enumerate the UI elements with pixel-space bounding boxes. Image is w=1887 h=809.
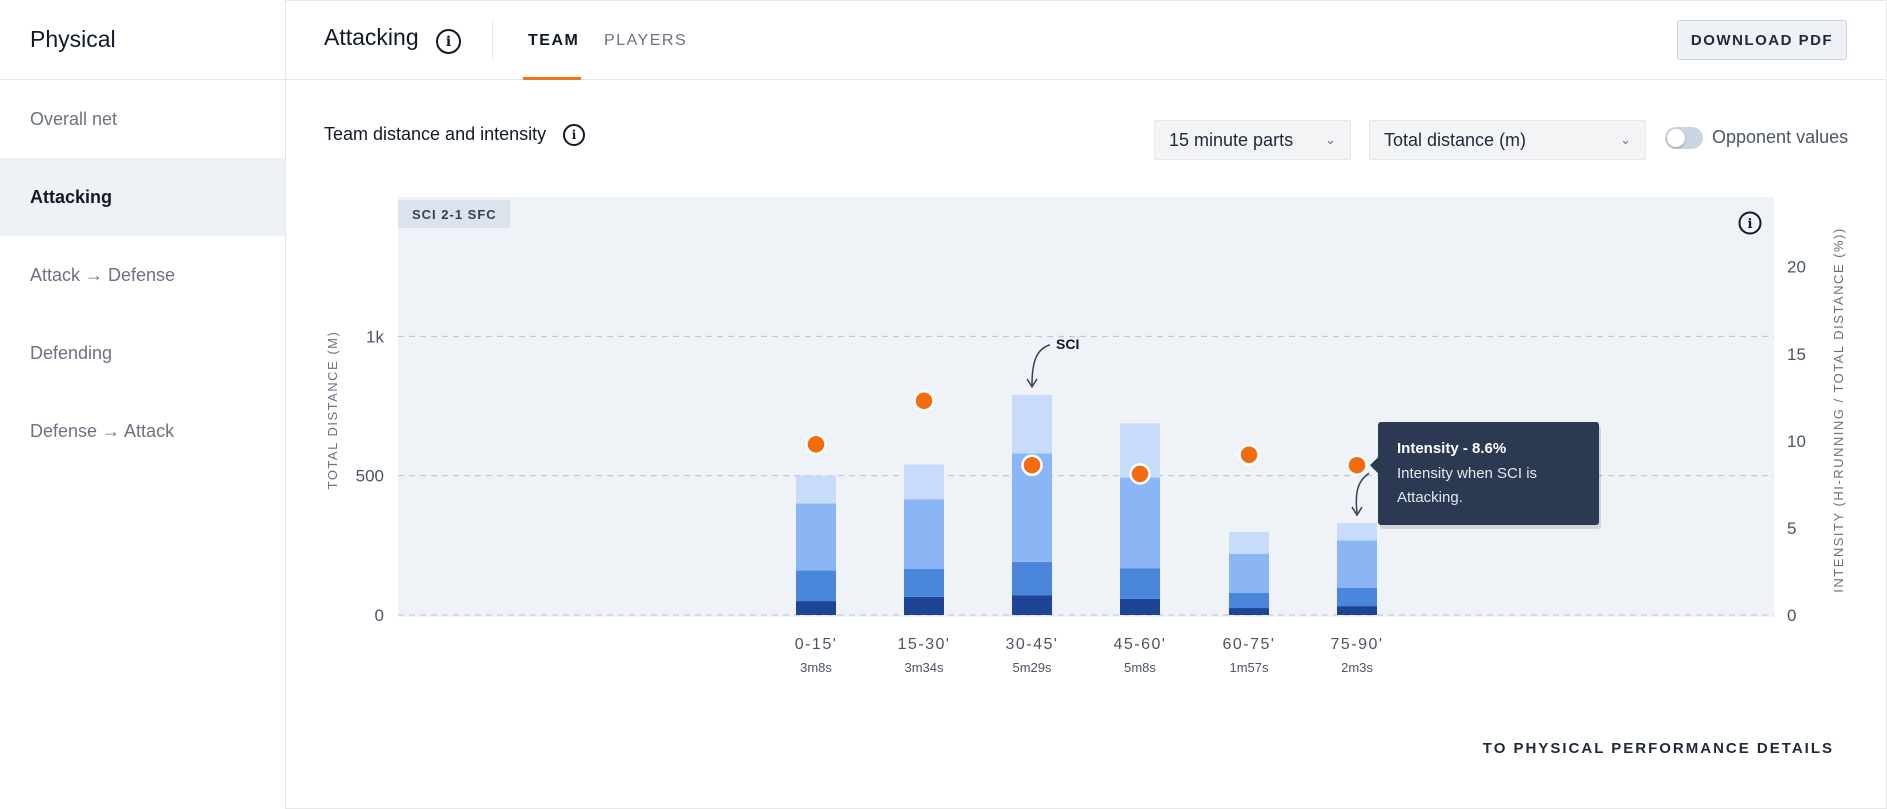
y-tick-label: 500: [356, 467, 384, 486]
sidebar-item-attack-defense[interactable]: Attack → Defense: [30, 264, 176, 285]
chart-plot-area: [398, 197, 1774, 617]
y2-axis-label: INTENSITY (HI-RUNNING / TOTAL DISTANCE (…: [1831, 227, 1846, 592]
y2-tick-label: 15: [1787, 345, 1806, 364]
tooltip-box: [1378, 422, 1599, 525]
duration-label: 3m34s: [904, 660, 944, 675]
duration-label: 5m29s: [1012, 660, 1052, 675]
page-title: Attacking: [324, 24, 419, 50]
chart-info-icon[interactable]: i: [1738, 211, 1762, 235]
duration-label: 1m57s: [1229, 660, 1269, 675]
time-parts-value: 15 minute parts: [1169, 129, 1294, 150]
chevron-down-icon: ⌄: [1620, 132, 1631, 147]
y-tick-label: 0: [375, 606, 384, 625]
tooltip-pointer-arrow: [1355, 472, 1370, 514]
sidebar-item-attacking[interactable]: Attacking: [0, 158, 285, 236]
opponent-values-label: Opponent values: [1712, 127, 1849, 147]
annotation-arrowhead: [1026, 378, 1038, 389]
tooltip-title: Intensity - 8.6%: [1397, 440, 1506, 457]
intensity-point[interactable]: [1346, 454, 1368, 476]
active-tab-indicator: [523, 77, 581, 80]
metric-value: Total distance (m): [1384, 129, 1527, 150]
time-parts-select[interactable]: 15 minute parts ⌄: [1154, 120, 1351, 160]
chevron-down-icon: ⌄: [1325, 132, 1336, 147]
panel-info-icon[interactable]: i: [563, 124, 585, 146]
bar-segment: [1012, 595, 1052, 615]
bar-segment: [1120, 598, 1160, 615]
match-badge-text: SCI 2-1 SFC: [412, 207, 497, 222]
sidebar: Physical Overall net Attacking Attack → …: [0, 0, 286, 809]
opponent-values-toggle[interactable]: [1665, 127, 1703, 149]
y2-tick-label: 10: [1787, 432, 1806, 451]
annotation-label: SCI: [1056, 336, 1079, 352]
y-tick-label: 1k: [366, 327, 384, 346]
bar-segment: [1120, 568, 1160, 599]
y2-tick-label: 0: [1787, 606, 1796, 625]
annotation-arrow: [1031, 344, 1051, 385]
bar-segment: [796, 601, 836, 615]
info-icon[interactable]: i: [436, 29, 461, 54]
bar-segment: [1337, 587, 1377, 607]
y2-tick-label: 20: [1787, 258, 1806, 277]
tooltip-body-line: Intensity when SCI is: [1397, 465, 1537, 482]
x-tick-label: 45-60': [1114, 636, 1167, 653]
duration-label: 2m3s: [1341, 660, 1373, 675]
intensity-point[interactable]: [913, 390, 935, 412]
bar-segment: [1012, 562, 1052, 596]
bar-segment: [1229, 553, 1269, 593]
x-tick-label: 75-90': [1331, 636, 1384, 653]
physical-details-link[interactable]: TO PHYSICAL PERFORMANCE DETAILS: [1482, 740, 1834, 757]
sidebar-item-defending[interactable]: Defending: [30, 342, 113, 363]
sidebar-title: Physical: [0, 0, 285, 80]
bar-segment: [904, 596, 944, 615]
x-tick-label: 30-45': [1006, 636, 1059, 653]
sidebar-item-overall-net[interactable]: Overall net: [30, 108, 118, 129]
header-divider: [492, 20, 493, 60]
sidebar-item-defense-attack[interactable]: Defense → Attack: [30, 420, 175, 441]
x-tick-label: 60-75': [1223, 636, 1276, 653]
bar-segment: [904, 464, 944, 500]
duration-label: 3m8s: [800, 660, 832, 675]
intensity-point[interactable]: [805, 433, 827, 456]
intensity-point[interactable]: [1021, 454, 1043, 476]
intensity-point[interactable]: [1129, 463, 1151, 485]
bar-segment: [796, 503, 836, 571]
svg-text:i: i: [1748, 217, 1753, 232]
tooltip-pointer-arrowhead: [1351, 506, 1363, 517]
bar-segment: [1229, 531, 1269, 554]
tooltip-caret: [1370, 457, 1378, 474]
bar-segment: [1120, 477, 1160, 569]
tab-players[interactable]: PLAYERS: [604, 32, 688, 49]
y2-tick-label: 5: [1787, 519, 1796, 538]
bar-segment: [1337, 606, 1377, 615]
panel-title: Team distance and intensity: [324, 124, 547, 144]
bar-segment: [1012, 394, 1052, 454]
bar-segment: [1229, 608, 1269, 615]
tooltip-body-line: Attacking.: [1397, 489, 1463, 506]
y-axis-label: TOTAL DISTANCE (M): [325, 331, 340, 490]
intensity-point[interactable]: [1238, 444, 1260, 466]
x-tick-label: 15-30': [898, 636, 951, 653]
bar-segment: [1337, 540, 1377, 588]
tab-team[interactable]: TEAM: [528, 32, 580, 49]
bar-segment: [904, 569, 944, 597]
match-badge: [398, 200, 510, 228]
bar-segment: [796, 475, 836, 504]
bar-segment: [1229, 592, 1269, 609]
duration-label: 5m8s: [1124, 660, 1156, 675]
bar-segment: [1337, 523, 1377, 541]
download-pdf-button[interactable]: DOWNLOAD PDF: [1677, 20, 1847, 60]
metric-select[interactable]: Total distance (m) ⌄: [1369, 120, 1646, 160]
bar-segment: [796, 570, 836, 602]
toggle-knob: [1667, 129, 1685, 147]
bar-segment: [904, 499, 944, 570]
page-header: Attacking i TEAM PLAYERS DOWNLOAD PDF: [286, 0, 1887, 80]
x-tick-label: 0-15': [795, 636, 838, 653]
